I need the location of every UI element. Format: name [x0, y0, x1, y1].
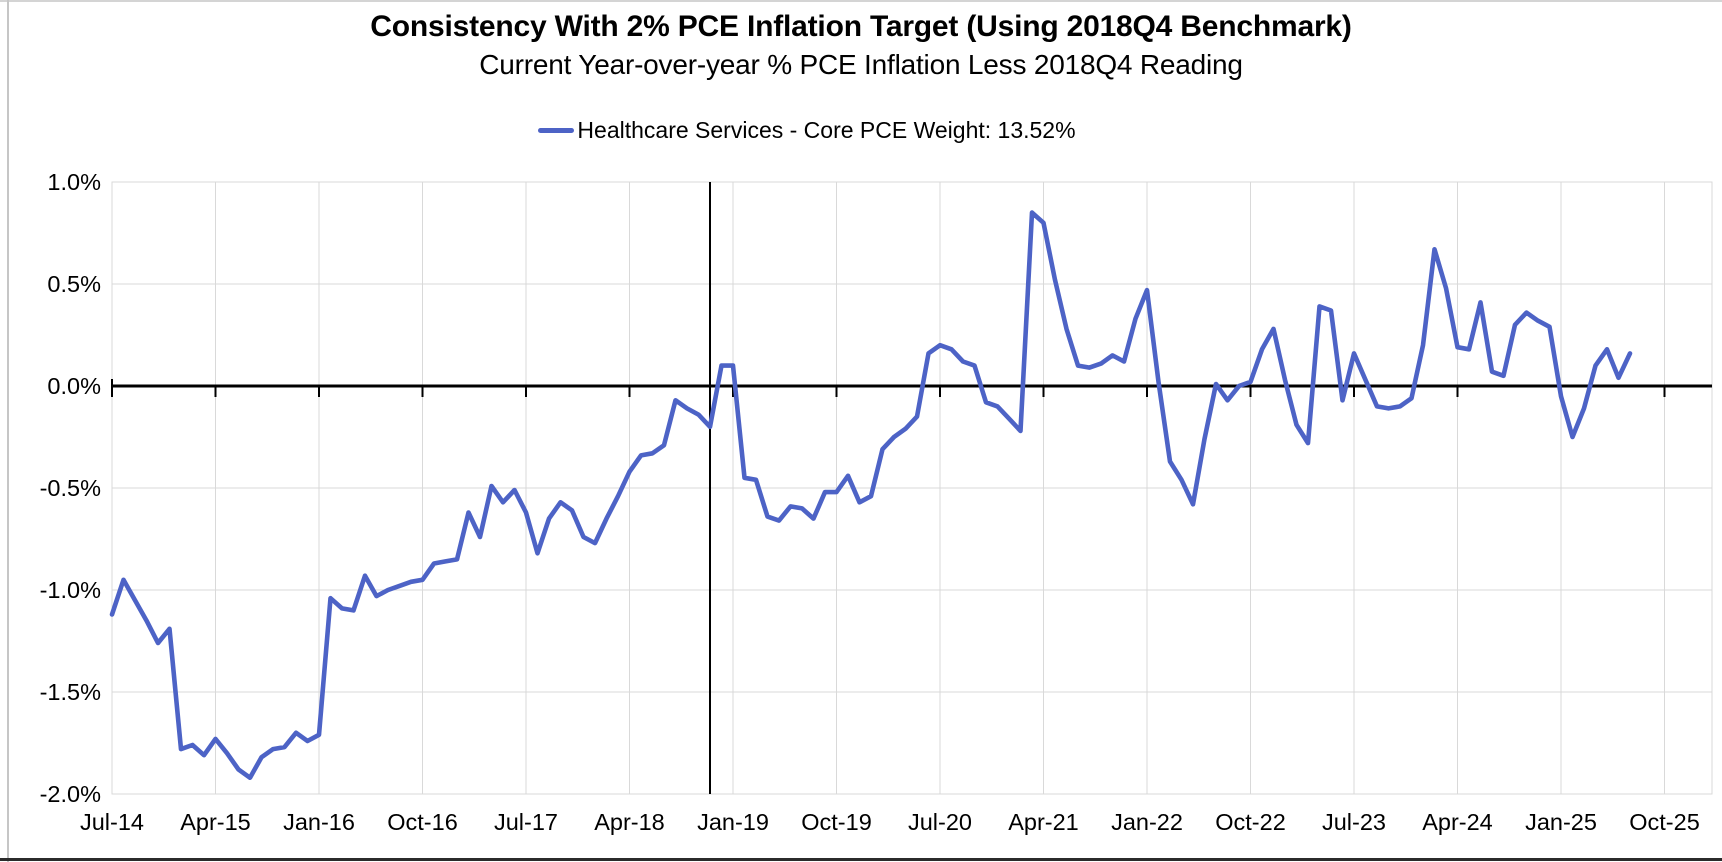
y-axis-label: 0.0% — [47, 373, 101, 399]
x-axis-label: Jan-25 — [1525, 809, 1597, 835]
x-axis-label: Jul-23 — [1322, 809, 1386, 835]
x-axis-label: Apr-24 — [1422, 809, 1493, 835]
x-axis-label: Oct-22 — [1215, 809, 1286, 835]
window-border-left — [7, 0, 9, 862]
x-axis-label: Apr-18 — [594, 809, 665, 835]
window-border-bottom — [0, 858, 1722, 861]
window-border-top — [0, 0, 1722, 2]
y-axis-label: 0.5% — [47, 271, 101, 297]
x-axis-label: Oct-25 — [1629, 809, 1700, 835]
chart-subtitle: Current Year-over-year % PCE Inflation L… — [479, 49, 1243, 80]
x-axis-label: Oct-19 — [801, 809, 872, 835]
x-axis-label: Jul-17 — [494, 809, 558, 835]
x-axis-label: Apr-21 — [1008, 809, 1079, 835]
y-axis-label: -2.0% — [40, 781, 101, 807]
y-axis-label: -1.5% — [40, 679, 101, 705]
x-axis-label: Jan-19 — [697, 809, 769, 835]
legend-label: Healthcare Services - Core PCE Weight: 1… — [577, 117, 1076, 143]
chart-legend: Healthcare Services - Core PCE Weight: 1… — [0, 117, 1722, 144]
x-axis-label: Jan-16 — [283, 809, 355, 835]
x-axis-label: Jul-20 — [908, 809, 972, 835]
x-axis-label: Jul-14 — [80, 809, 144, 835]
y-axis-label: 1.0% — [47, 169, 101, 195]
series-line — [109, 210, 1633, 781]
legend-entry: Healthcare Services - Core PCE Weight: 1… — [538, 117, 1076, 144]
x-axis-label: Apr-15 — [180, 809, 251, 835]
x-axis-label: Oct-16 — [387, 809, 458, 835]
x-axis-label: Jan-22 — [1111, 809, 1183, 835]
y-axis-label: -0.5% — [40, 475, 101, 501]
legend-line-swatch — [538, 128, 575, 133]
y-axis-label: -1.0% — [40, 577, 101, 603]
chart-title: Consistency With 2% PCE Inflation Target… — [370, 10, 1352, 43]
